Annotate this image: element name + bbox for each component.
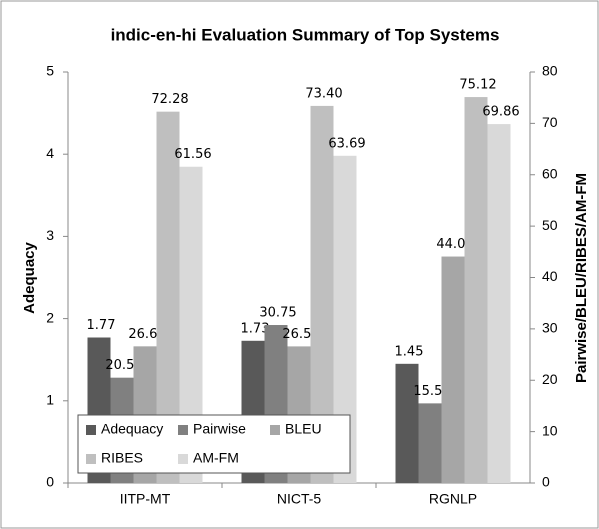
value-label: 63.69 — [328, 136, 365, 151]
chart-title: indic-en-hi Evaluation Summary of Top Sy… — [111, 25, 500, 44]
x-tick-label: IITP-MT — [120, 491, 171, 507]
value-label: 1.77 — [87, 318, 116, 333]
y2-tick-label: 0 — [542, 474, 550, 490]
y2-tick-label: 60 — [542, 165, 558, 181]
y2-tick-label: 10 — [542, 422, 558, 438]
bar — [464, 97, 488, 484]
legend-swatch — [86, 454, 96, 464]
value-label: 72.28 — [151, 92, 188, 107]
y-axis-title: Adequacy — [21, 242, 38, 314]
value-label: 20.50 — [105, 358, 142, 373]
y2-tick-label: 70 — [542, 114, 558, 130]
legend-label: RIBES — [101, 450, 143, 466]
x-tick-label: RGNLP — [429, 491, 477, 507]
value-label: 15.50 — [413, 384, 450, 399]
legend-swatch — [178, 425, 188, 435]
bar — [310, 105, 334, 483]
y-tick-label: 1 — [46, 392, 54, 408]
legend-swatch — [270, 425, 280, 435]
legend-swatch — [86, 425, 96, 435]
value-label: 61.56 — [174, 147, 211, 162]
x-tick-label: NICT-5 — [277, 491, 322, 507]
bar — [395, 363, 419, 483]
legend-label: Adequacy — [101, 421, 163, 437]
legend-label: BLEU — [285, 421, 322, 437]
y-tick-label: 0 — [46, 474, 54, 490]
value-label: 69.86 — [482, 105, 519, 120]
legend-label: Pairwise — [193, 421, 246, 437]
y2-tick-label: 30 — [542, 320, 558, 336]
value-label: 26.60 — [128, 327, 165, 342]
y2-tick-label: 40 — [542, 268, 558, 284]
value-label: 30.75 — [259, 306, 296, 321]
bar — [333, 155, 357, 484]
value-label: 73.40 — [305, 86, 342, 101]
value-label: 26.59 — [282, 327, 319, 342]
value-label: 75.12 — [459, 78, 496, 93]
value-label: 1.73 — [241, 321, 270, 336]
legend-swatch — [178, 454, 188, 464]
legend-label: AM-FM — [193, 450, 239, 466]
y-tick-label: 2 — [46, 309, 54, 325]
value-label: 1.45 — [395, 344, 424, 359]
bar — [487, 124, 511, 484]
y2-tick-label: 20 — [542, 371, 558, 387]
bar — [441, 256, 465, 483]
y2-axis-title: Pairwise/BLEU/RIBES/AM-FM — [573, 173, 590, 383]
bar — [418, 403, 442, 483]
y-tick-label: 5 — [46, 63, 54, 79]
y2-tick-label: 80 — [542, 63, 558, 79]
y2-tick-label: 50 — [542, 217, 558, 233]
legend: Adequacy Pairwise BLEU RIBES AM-FM — [77, 414, 351, 474]
y-tick-label: 4 — [46, 145, 54, 161]
legend-box — [77, 414, 351, 474]
bar — [156, 111, 180, 483]
bar — [179, 166, 203, 483]
value-label: 44.08 — [436, 237, 473, 252]
y-tick-label: 3 — [46, 227, 54, 243]
